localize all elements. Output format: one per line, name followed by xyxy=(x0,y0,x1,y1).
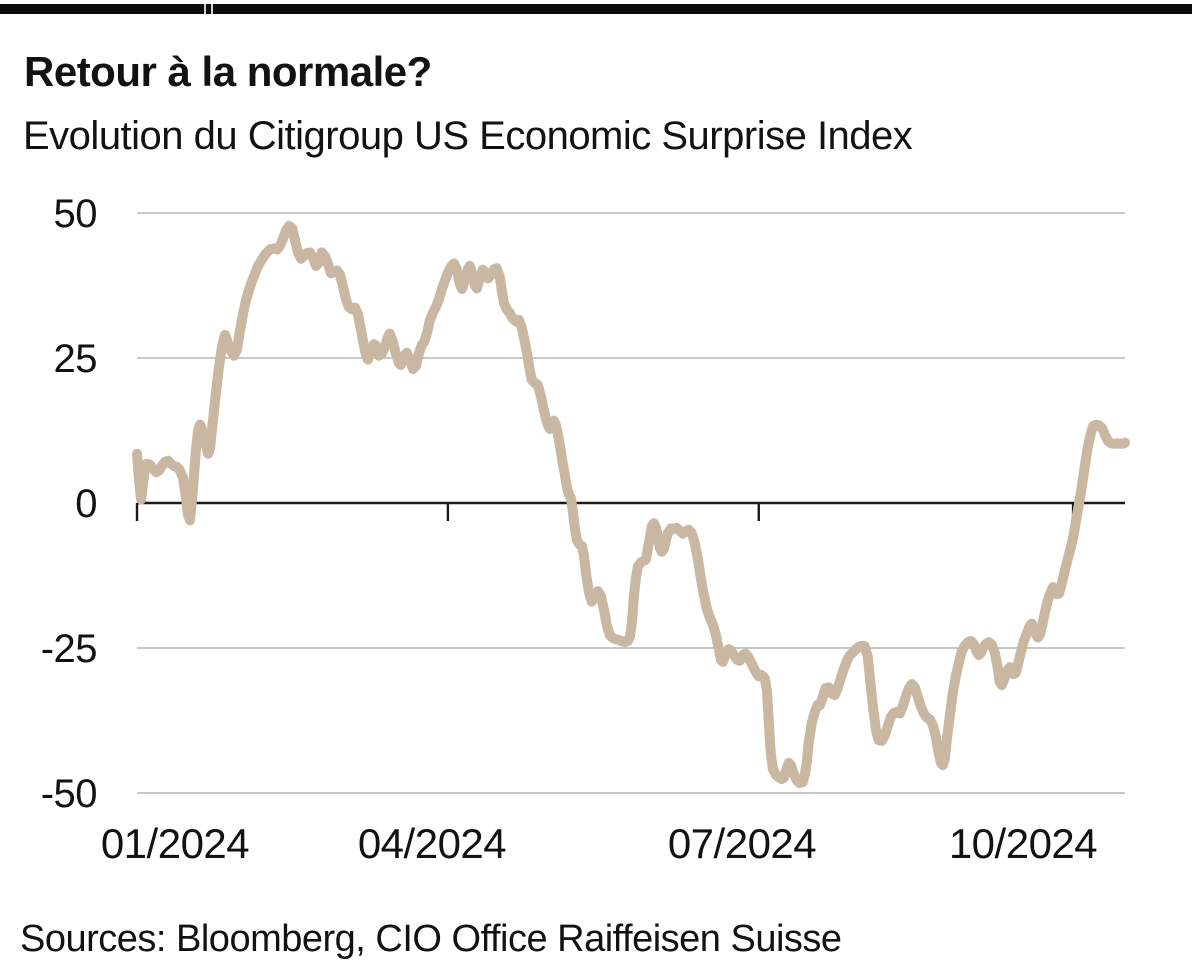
series-line xyxy=(132,220,1130,789)
y-tick-label--25: -25 xyxy=(41,627,97,671)
y-tick-labels: 50 25 0 -25 -50 xyxy=(41,192,98,816)
x-tick-label-01/2024: 01/2024 xyxy=(101,820,249,867)
source-note: Sources: Bloomberg, CIO Office Raiffeise… xyxy=(20,918,842,960)
crop-mark xyxy=(211,4,213,14)
x-tick-labels: 01/2024 04/2024 07/2024 10/2024 xyxy=(101,820,1098,867)
x-axis xyxy=(135,501,1125,521)
x-tick-label-10/2024: 10/2024 xyxy=(949,820,1097,867)
top-rule xyxy=(0,4,1192,14)
x-tick-label-07/2024: 07/2024 xyxy=(668,820,816,867)
chart-title: Retour à la normale? xyxy=(24,48,432,95)
y-tick-label-25: 25 xyxy=(54,337,98,381)
crop-mark xyxy=(204,4,206,14)
y-tick-label-0: 0 xyxy=(75,482,97,526)
y-tick-label--50: -50 xyxy=(41,772,97,816)
x-tick-label-04/2024: 04/2024 xyxy=(358,820,506,867)
y-tick-label-50: 50 xyxy=(54,192,98,236)
chart-subtitle: Evolution du Citigroup US Economic Surpr… xyxy=(23,114,913,158)
